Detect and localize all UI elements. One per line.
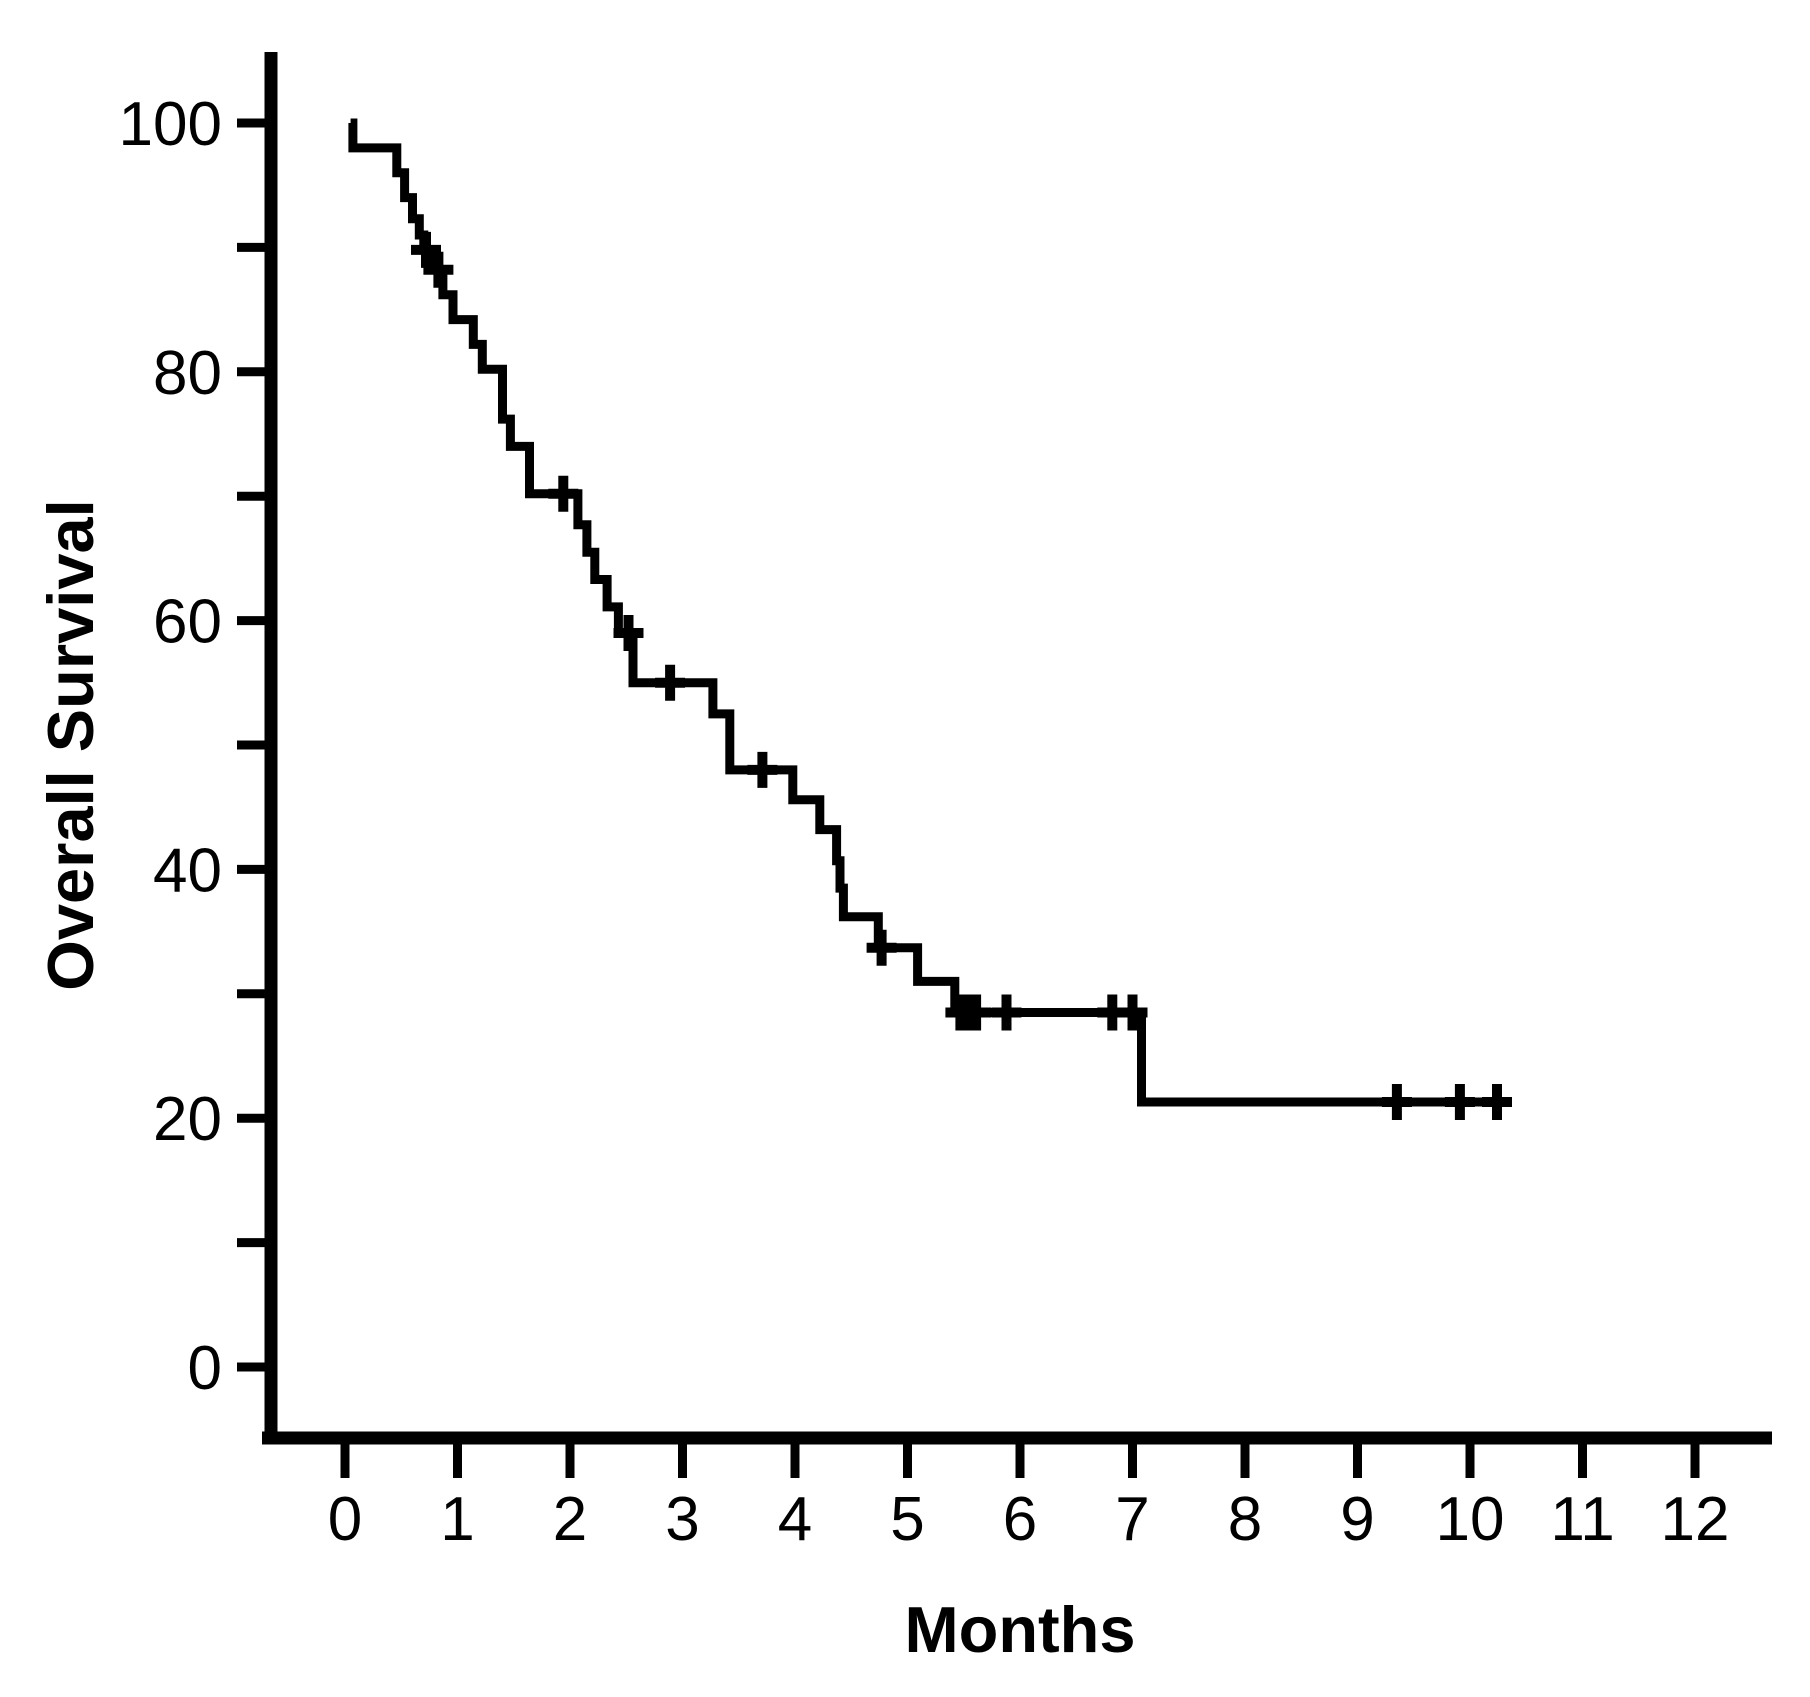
censor-mark [1482, 1084, 1512, 1120]
x-tick-label: 8 [1228, 1485, 1262, 1554]
x-tick-label: 10 [1436, 1485, 1505, 1554]
x-tick-label: 1 [440, 1485, 474, 1554]
y-tick-label: 20 [153, 1085, 222, 1154]
censor-mark [1444, 1084, 1475, 1120]
x-tick-label: 11 [1550, 1485, 1614, 1554]
x-tick-label: 6 [1003, 1485, 1037, 1554]
censor-mark [411, 231, 441, 268]
censor-mark [548, 475, 579, 512]
censor-mark [961, 994, 992, 1031]
y-tick-label: 0 [188, 1334, 222, 1403]
censor-marks-layer [411, 231, 1512, 1120]
x-tick-label: 7 [1115, 1485, 1149, 1554]
y-axis-title: Overall Survival [34, 499, 107, 990]
x-tick-label: 9 [1340, 1485, 1374, 1554]
y-tick-label: 100 [119, 90, 222, 159]
y-tick-label: 40 [153, 836, 222, 905]
x-tick-label: 4 [778, 1485, 812, 1554]
censor-mark [747, 751, 778, 788]
y-tick-label: 80 [153, 339, 222, 408]
x-tick-label: 3 [665, 1485, 699, 1554]
censor-mark [866, 929, 897, 966]
x-axis-title: Months [904, 1593, 1135, 1666]
censor-mark [613, 615, 644, 651]
axes-layer [237, 52, 1772, 1478]
censor-mark [1117, 994, 1148, 1031]
censor-mark [423, 251, 454, 288]
km-survival-curve [348, 118, 1511, 1107]
x-tick-label: 2 [553, 1485, 587, 1554]
censor-mark [1381, 1084, 1412, 1120]
x-tick-label: 0 [328, 1485, 362, 1554]
x-tick-label: 5 [890, 1485, 924, 1554]
y-tick-label: 60 [153, 588, 222, 657]
censor-mark [991, 994, 1022, 1031]
censor-mark [655, 664, 686, 701]
x-tick-label: 12 [1661, 1485, 1730, 1554]
